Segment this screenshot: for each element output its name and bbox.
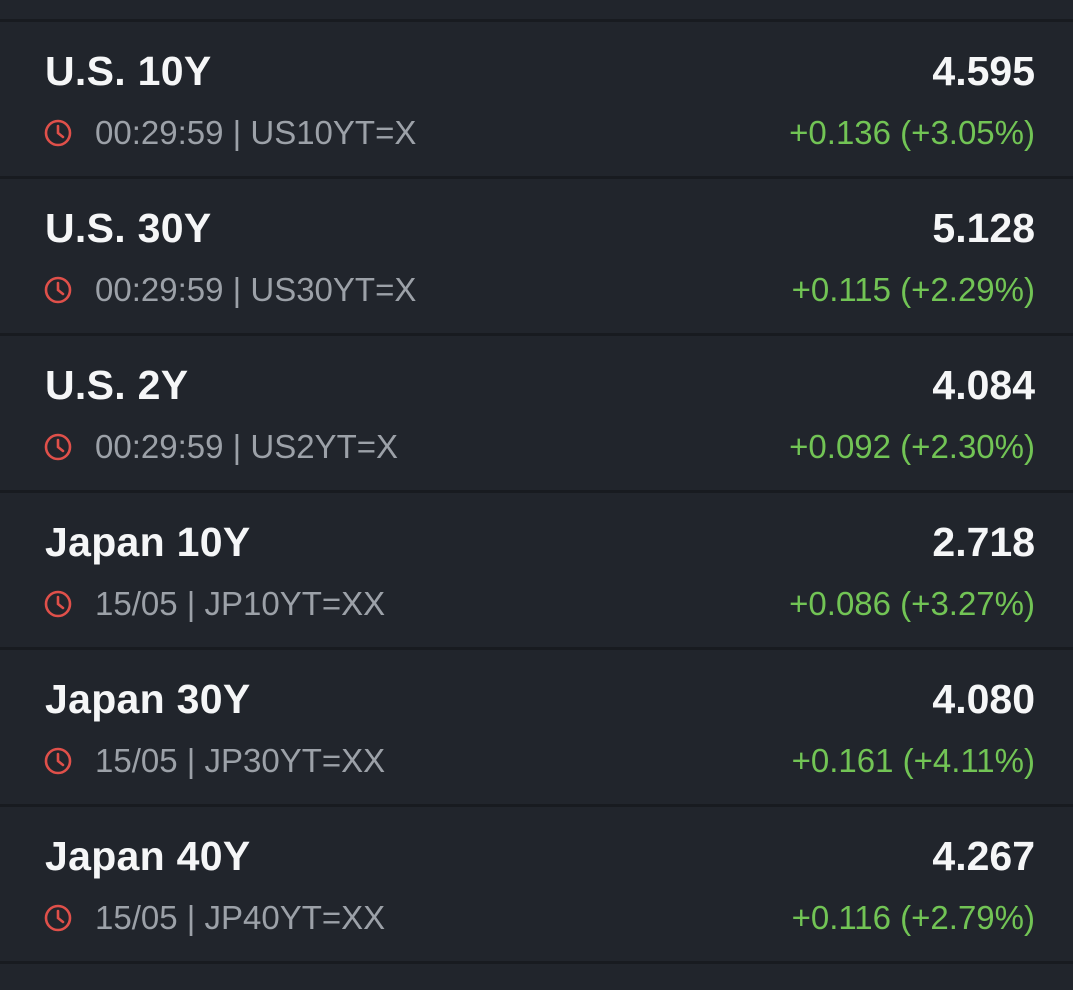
quote-row[interactable]: Japan 10Y 2.718 15/05 | JP10YT=XX +0.086 (+…: [0, 493, 1073, 650]
time-symbol: 15/05 | JP30YT=XX: [95, 742, 386, 779]
change: +0.115 (+2.29%): [791, 271, 1035, 308]
instrument-name: Japan 10Y: [45, 519, 251, 565]
change: +0.092 (+2.30%): [789, 428, 1035, 465]
change: +0.161 (+4.11%): [791, 742, 1035, 779]
instrument-name: U.S. 30Y: [45, 205, 212, 251]
quote-row[interactable]: U.S. 10Y 4.595 00:29:59 | US10YT=X +0.136 (…: [0, 22, 1073, 179]
instrument-name: Japan 40Y: [45, 833, 251, 879]
clock-icon: [44, 904, 72, 932]
quote-row[interactable]: U.S. 2Y 4.084 00:29:59 | US2YT=X +0.092 (+2…: [0, 336, 1073, 493]
time-symbol: 00:29:59 | US30YT=X: [95, 271, 417, 308]
change: +0.136 (+3.05%): [789, 114, 1035, 151]
clock-icon: [44, 590, 72, 618]
price: 2.718: [932, 519, 1035, 565]
instrument-name: Japan 30Y: [45, 676, 251, 722]
instrument-name: U.S. 10Y: [45, 48, 212, 94]
time-symbol: 00:29:59 | US10YT=X: [95, 114, 417, 151]
quote-row[interactable]: Japan 30Y 4.080 15/05 | JP30YT=XX +0.161 (+…: [0, 650, 1073, 807]
time-symbol: 15/05 | JP10YT=XX: [95, 585, 386, 622]
clock-icon: [44, 747, 72, 775]
price: 4.267: [932, 833, 1035, 879]
change: +0.116 (+2.79%): [791, 899, 1035, 936]
instrument-name: U.S. 2Y: [45, 362, 189, 408]
price: 4.080: [932, 676, 1035, 722]
time-symbol: 15/05 | JP40YT=XX: [95, 899, 386, 936]
quote-row[interactable]: U.S. 30Y 5.128 00:29:59 | US30YT=X +0.115 (…: [0, 179, 1073, 336]
quote-list: U.S. 10Y 4.595 00:29:59 | US10YT=X +0.136 (…: [0, 19, 1073, 964]
change: +0.086 (+3.27%): [789, 585, 1035, 622]
clock-icon: [44, 433, 72, 461]
quote-row[interactable]: Japan 40Y 4.267 15/05 | JP40YT=XX +0.116 (+…: [0, 807, 1073, 964]
clock-icon: [44, 276, 72, 304]
clock-icon: [44, 119, 72, 147]
price: 4.595: [932, 48, 1035, 94]
time-symbol: 00:29:59 | US2YT=X: [95, 428, 399, 465]
price: 5.128: [932, 205, 1035, 251]
price: 4.084: [932, 362, 1035, 408]
